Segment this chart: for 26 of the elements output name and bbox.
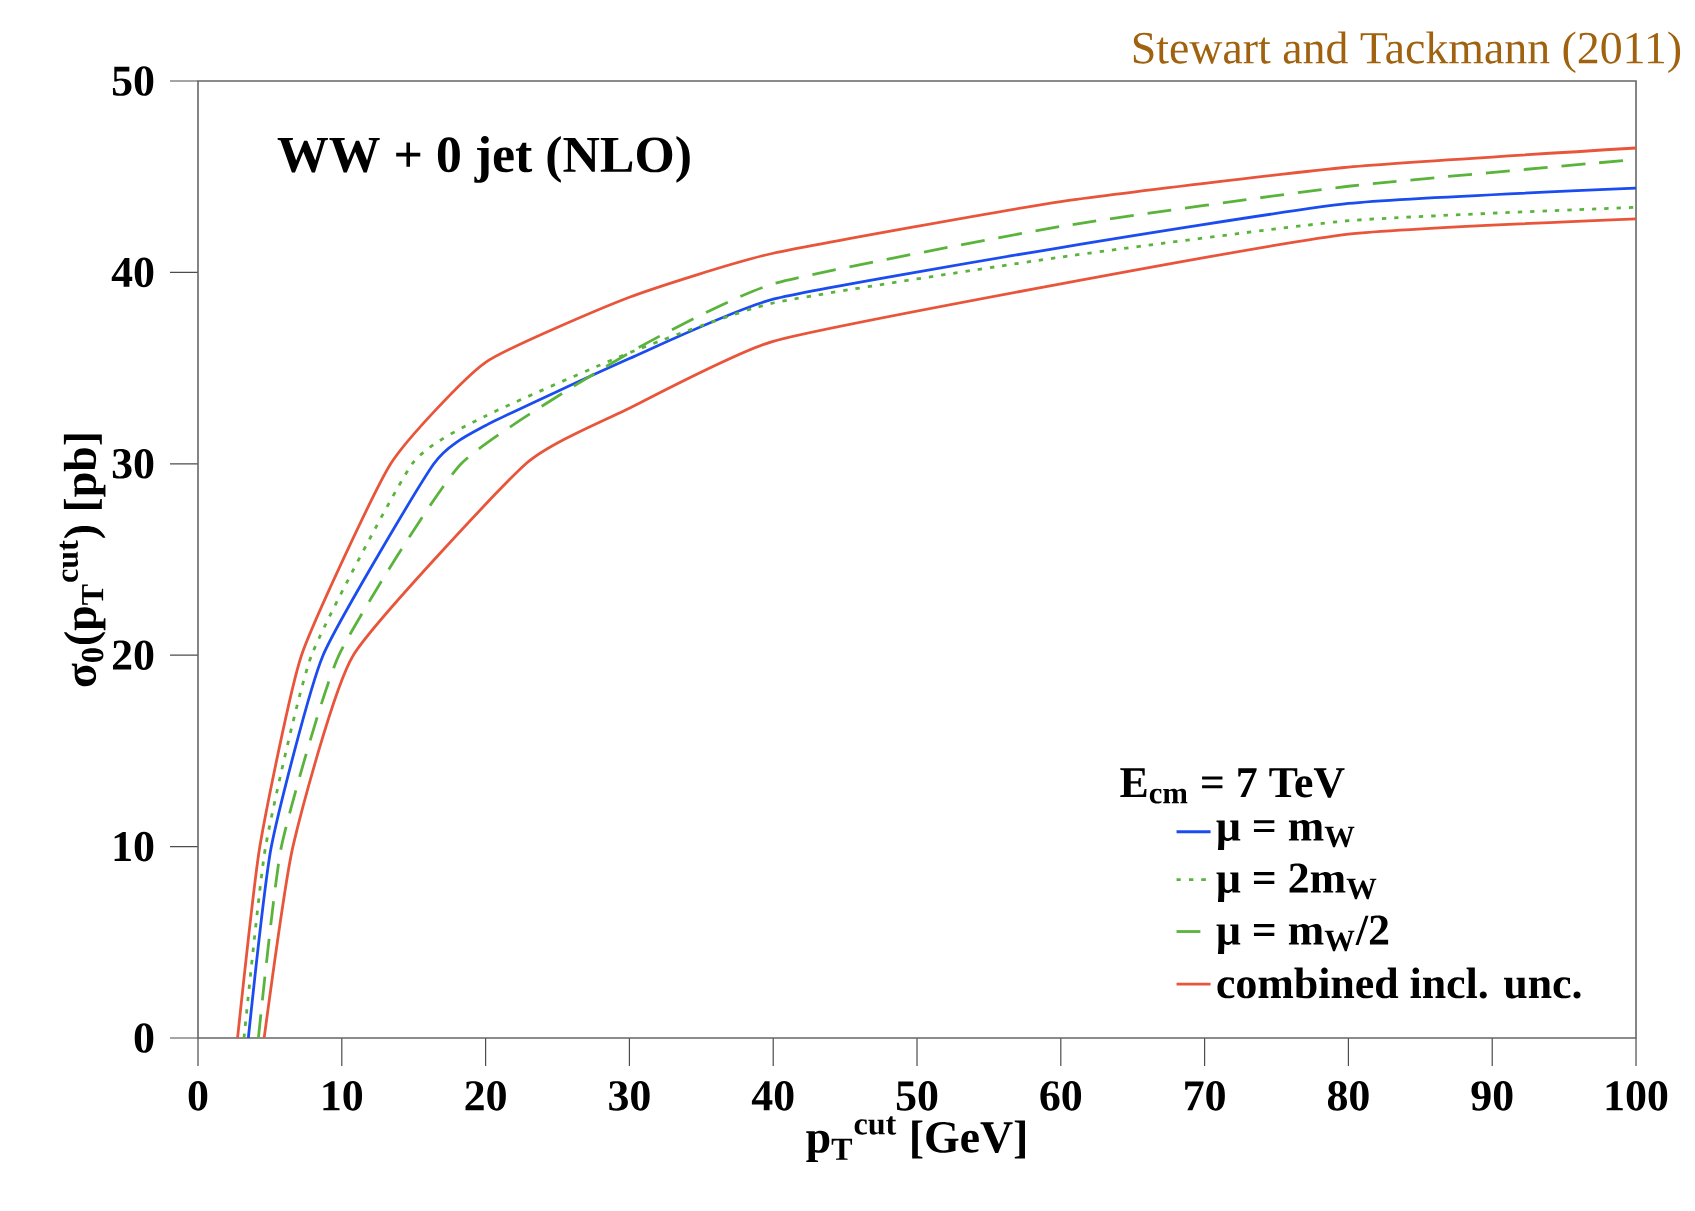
y-tick-label: 10 bbox=[114, 831, 154, 862]
y-tick-label: 30 bbox=[112, 449, 154, 479]
x-axis-title: p$_{T}$$^{cut}$ [GeV] bbox=[806, 1116, 1025, 1163]
x-tick-label: 0 bbox=[188, 1081, 208, 1111]
y-tick-label: 50 bbox=[112, 66, 154, 96]
y-tick-label: 40 bbox=[111, 257, 154, 288]
legend-title: E$_{cm}$ = 7 TeV bbox=[1120, 768, 1345, 804]
x-tick-label: 20 bbox=[465, 1081, 506, 1111]
x-tick-label: 50 bbox=[896, 1081, 938, 1111]
x-tick-label: 30 bbox=[609, 1081, 650, 1111]
legend-label: μ = m$_{W}$/2 bbox=[1216, 915, 1389, 954]
x-tick-label: 10 bbox=[323, 1081, 363, 1111]
x-tick-label: 60 bbox=[1040, 1081, 1082, 1111]
x-tick-label: 70 bbox=[1185, 1081, 1225, 1111]
x-tick-label: 40 bbox=[751, 1081, 794, 1111]
x-tick-label: 100 bbox=[1606, 1081, 1668, 1111]
x-tick-label: 90 bbox=[1471, 1081, 1513, 1111]
legend-label: μ = 2m$_{W}$ bbox=[1216, 863, 1377, 902]
legend-label: combined incl. unc. bbox=[1217, 967, 1581, 999]
text: Stewart and Tackmann (2011) bbox=[1133, 31, 1681, 73]
y-tick-label: 0 bbox=[134, 1023, 154, 1053]
y-axis-title: σ$_{0}$(p$_{T}$$^{cut}$) [pb] bbox=[59, 434, 106, 687]
text: WW + 0 jet (NLO) bbox=[277, 135, 690, 183]
x-tick-label: 80 bbox=[1327, 1081, 1369, 1111]
y-tick-label: 20 bbox=[112, 640, 154, 670]
legend-label: μ = m$_{W}$ bbox=[1216, 819, 1355, 850]
